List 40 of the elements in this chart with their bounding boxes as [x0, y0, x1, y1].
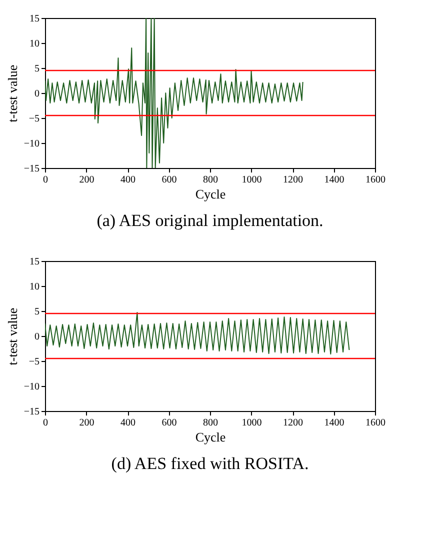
y-tick-label: −10: [24, 138, 40, 150]
x-tick-label: 1000: [242, 418, 262, 428]
x-tick-label: 1600: [366, 418, 386, 428]
y-tick-label: 15: [30, 14, 40, 24]
x-tick-label: 1200: [283, 418, 303, 428]
x-tick-label: 1400: [324, 418, 344, 428]
text: (d) AES fixed with ROSITA.: [111, 454, 309, 473]
y-tick-label: −5: [28, 356, 40, 368]
y-tick-label: 0: [34, 88, 40, 100]
text: (a) AES original implementation.: [96, 211, 324, 230]
x-tick-label: 400: [120, 174, 136, 186]
x-tick-label: 1400: [324, 174, 344, 186]
x-tick-label: 600: [162, 174, 177, 186]
x-tick-label: 0: [43, 174, 48, 186]
x-axis-title: Cycle: [195, 186, 226, 202]
x-tick-label: 0: [43, 418, 48, 428]
x-tick-label: 200: [79, 174, 94, 186]
y-axis-title: t-test value: [4, 64, 20, 122]
y-tick-label: −15: [24, 164, 40, 174]
y-tick-label: −10: [24, 382, 40, 392]
y-tick-label: −5: [28, 114, 40, 124]
y-tick-label: −15: [24, 406, 40, 418]
line-series: [45, 312, 350, 354]
x-tick-label: 400: [120, 418, 136, 428]
x-tick-label: 1200: [283, 174, 303, 186]
y-tick-label: 15: [30, 256, 40, 268]
x-tick-label: 1600: [366, 174, 386, 186]
x-tick-label: 600: [162, 418, 177, 428]
x-axis-title: Cycle: [195, 430, 226, 444]
y-tick-label: 5: [34, 64, 40, 74]
y-tick-label: 5: [34, 306, 40, 318]
y-tick-label: 10: [30, 282, 40, 292]
x-tick-label: 800: [203, 418, 218, 428]
y-tick-label: 0: [34, 332, 40, 342]
x-tick-label: 1000: [242, 174, 262, 186]
x-tick-label: 800: [203, 174, 218, 186]
x-tick-label: 200: [79, 418, 94, 428]
line-series: [45, 18, 304, 168]
y-tick-label: 10: [30, 38, 40, 50]
y-axis-title: t-test value: [4, 308, 20, 366]
